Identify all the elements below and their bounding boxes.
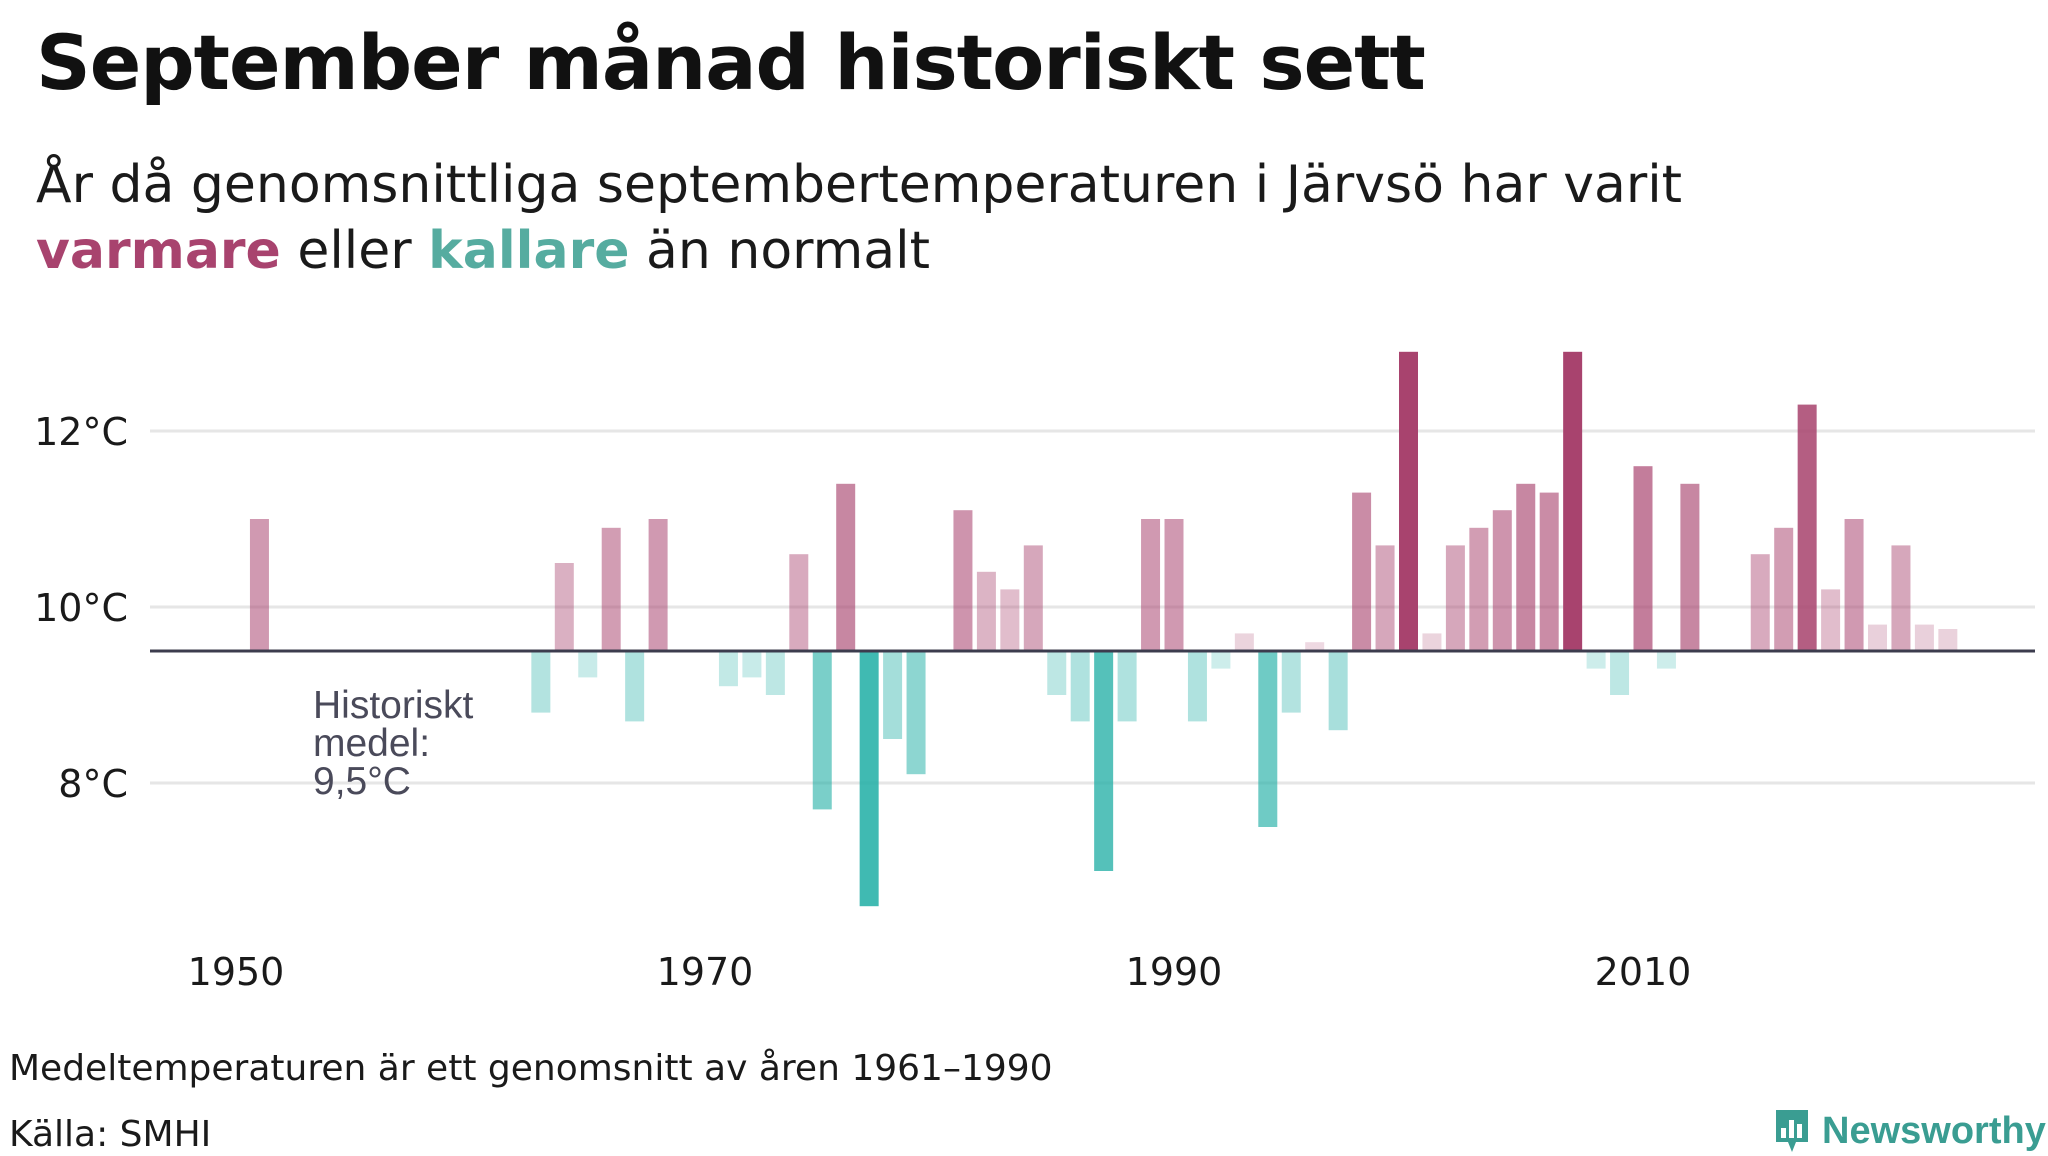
baseline-annotation: Historiskt medel: 9,5°C bbox=[313, 684, 474, 803]
bar-1966 bbox=[601, 527, 621, 651]
bar-2017 bbox=[1797, 404, 1817, 651]
bar-1988 bbox=[1117, 651, 1137, 722]
bar-1991 bbox=[1187, 651, 1207, 722]
bar-1963 bbox=[531, 651, 551, 713]
source-note: Källa: SMHI bbox=[9, 1114, 212, 1155]
bars bbox=[249, 351, 1958, 907]
grid-lines bbox=[150, 429, 2035, 785]
subtitle-warm-word: varmare bbox=[36, 221, 281, 281]
logo-text: Newsworthy bbox=[1822, 1109, 2046, 1152]
y-tick-label: 8°C bbox=[58, 762, 128, 806]
subtitle-text-2: eller bbox=[280, 221, 429, 281]
bar-1986 bbox=[1070, 651, 1090, 722]
bar-2019 bbox=[1844, 519, 1864, 651]
bar-1977 bbox=[859, 651, 879, 907]
x-tick-label: 2010 bbox=[1595, 950, 1692, 994]
bar-1985 bbox=[1047, 651, 1067, 695]
chart-subtitle: År då genomsnittliga septembertemperatur… bbox=[36, 152, 1736, 284]
x-tick-label: 1950 bbox=[188, 950, 285, 994]
bar-1996 bbox=[1305, 642, 1325, 651]
bar-2016 bbox=[1774, 527, 1794, 651]
subtitle-text-1: År då genomsnittliga septembertemperatur… bbox=[36, 155, 1683, 215]
bar-2007 bbox=[1563, 351, 1583, 651]
bar-2002 bbox=[1445, 545, 1465, 651]
bar-1976 bbox=[836, 483, 856, 651]
bar-2020 bbox=[1868, 624, 1887, 651]
bar-1978 bbox=[883, 651, 903, 739]
bar-1968 bbox=[648, 519, 668, 651]
bar-2018 bbox=[1821, 589, 1841, 651]
bar-2006 bbox=[1539, 492, 1559, 651]
newsworthy-logo[interactable]: Newsworthy bbox=[1772, 1106, 2046, 1156]
bar-2015 bbox=[1750, 554, 1770, 651]
bar-1971 bbox=[718, 651, 738, 687]
bar-1989 bbox=[1141, 519, 1161, 651]
bar-1972 bbox=[742, 651, 762, 678]
bar-2022 bbox=[1914, 624, 1934, 651]
bar-1990 bbox=[1164, 519, 1184, 651]
bar-1999 bbox=[1375, 545, 1395, 651]
bar-2021 bbox=[1891, 545, 1911, 651]
newsworthy-logo-icon bbox=[1776, 1110, 1808, 1152]
x-tick-label: 1970 bbox=[657, 950, 754, 994]
bar-1983 bbox=[1000, 589, 1020, 651]
bar-2011 bbox=[1656, 651, 1676, 669]
bar-2005 bbox=[1516, 483, 1536, 651]
bar-1995 bbox=[1281, 651, 1301, 713]
bar-1987 bbox=[1094, 651, 1114, 871]
bar-1998 bbox=[1352, 492, 1372, 651]
bar-2023 bbox=[1938, 629, 1958, 651]
baseline-annotation-line: medel: bbox=[313, 722, 430, 765]
bar-2008 bbox=[1586, 651, 1606, 669]
bar-1993 bbox=[1234, 633, 1254, 651]
bar-2003 bbox=[1469, 527, 1489, 651]
bar-2010 bbox=[1633, 466, 1653, 651]
temperature-bar-chart: 8°C 10°C 12°C 1950 1970 1990 2010 Historiskt med… bbox=[34, 351, 2035, 994]
bar-1997 bbox=[1328, 651, 1348, 731]
baseline-annotation-line: 9,5°C bbox=[313, 760, 411, 803]
bar-1967 bbox=[625, 651, 645, 722]
bar-1979 bbox=[906, 651, 926, 775]
subtitle-text-3: än normalt bbox=[629, 221, 930, 281]
y-tick-label: 12°C bbox=[34, 410, 128, 454]
x-tick-label: 1990 bbox=[1126, 950, 1223, 994]
bar-1981 bbox=[953, 510, 973, 651]
bar-2004 bbox=[1492, 510, 1512, 651]
bar-1951 bbox=[249, 519, 269, 651]
bar-1992 bbox=[1211, 651, 1231, 669]
bar-1982 bbox=[976, 571, 996, 651]
bar-1973 bbox=[765, 651, 785, 695]
bar-1965 bbox=[578, 651, 598, 678]
footnote: Medeltemperaturen är ett genomsnitt av å… bbox=[9, 1048, 1053, 1089]
bar-1975 bbox=[812, 651, 832, 810]
baseline-annotation-line: Historiskt bbox=[313, 684, 474, 727]
bar-1974 bbox=[789, 554, 809, 651]
bar-1964 bbox=[554, 563, 574, 651]
bar-2000 bbox=[1399, 351, 1418, 651]
bar-1994 bbox=[1258, 651, 1278, 827]
bar-2009 bbox=[1610, 651, 1630, 695]
chart-title: September månad historiskt sett bbox=[36, 18, 1426, 107]
bar-1984 bbox=[1023, 545, 1043, 651]
axis-labels: 8°C 10°C 12°C 1950 1970 1990 2010 Historiskt med… bbox=[34, 410, 1691, 994]
y-tick-label: 10°C bbox=[34, 586, 128, 630]
bar-2001 bbox=[1422, 633, 1442, 651]
bar-2012 bbox=[1680, 483, 1700, 651]
subtitle-cold-word: kallare bbox=[428, 221, 630, 281]
